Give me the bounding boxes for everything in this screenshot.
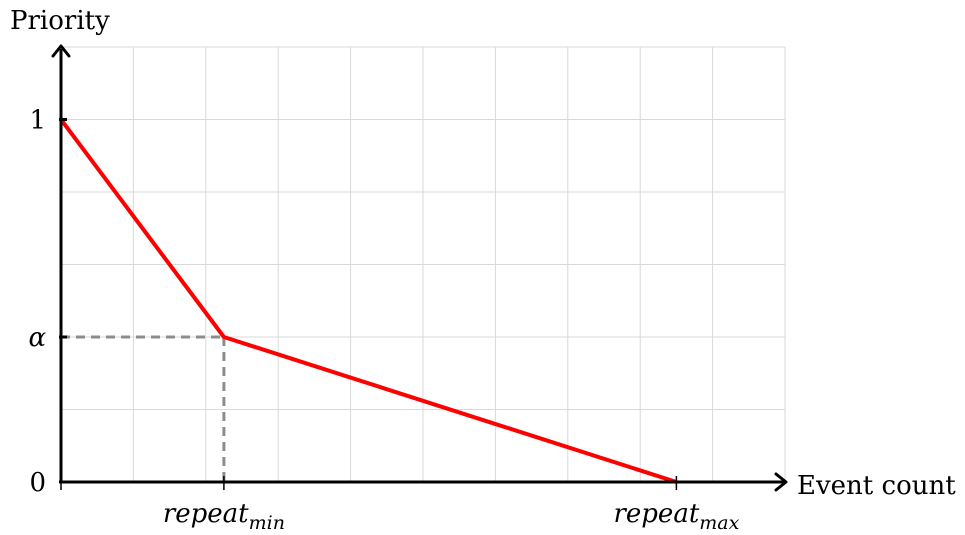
series-layer <box>59 118 678 484</box>
y-tick-label: 1 <box>29 106 46 136</box>
series-line <box>59 118 678 484</box>
x-axis-arrow-icon <box>774 472 788 492</box>
y-tick-label: α <box>28 323 46 353</box>
y-axis-title: Priority <box>10 6 110 36</box>
x-tick-label-subscript: max <box>699 512 739 534</box>
y-tick-label: 0 <box>29 468 46 498</box>
x-tick-label-base: repeat <box>163 499 249 529</box>
reference-lines <box>61 335 226 482</box>
y-axis-arrow-icon <box>51 44 71 58</box>
x-tick-label: repeatmax <box>613 499 739 534</box>
x-tick-label-subscript: min <box>249 512 285 534</box>
x-axis-title: Event count <box>797 471 956 501</box>
axes <box>51 44 788 492</box>
x-tick-label-base: repeat <box>613 499 699 529</box>
x-tick-label: repeatmin <box>163 499 285 534</box>
